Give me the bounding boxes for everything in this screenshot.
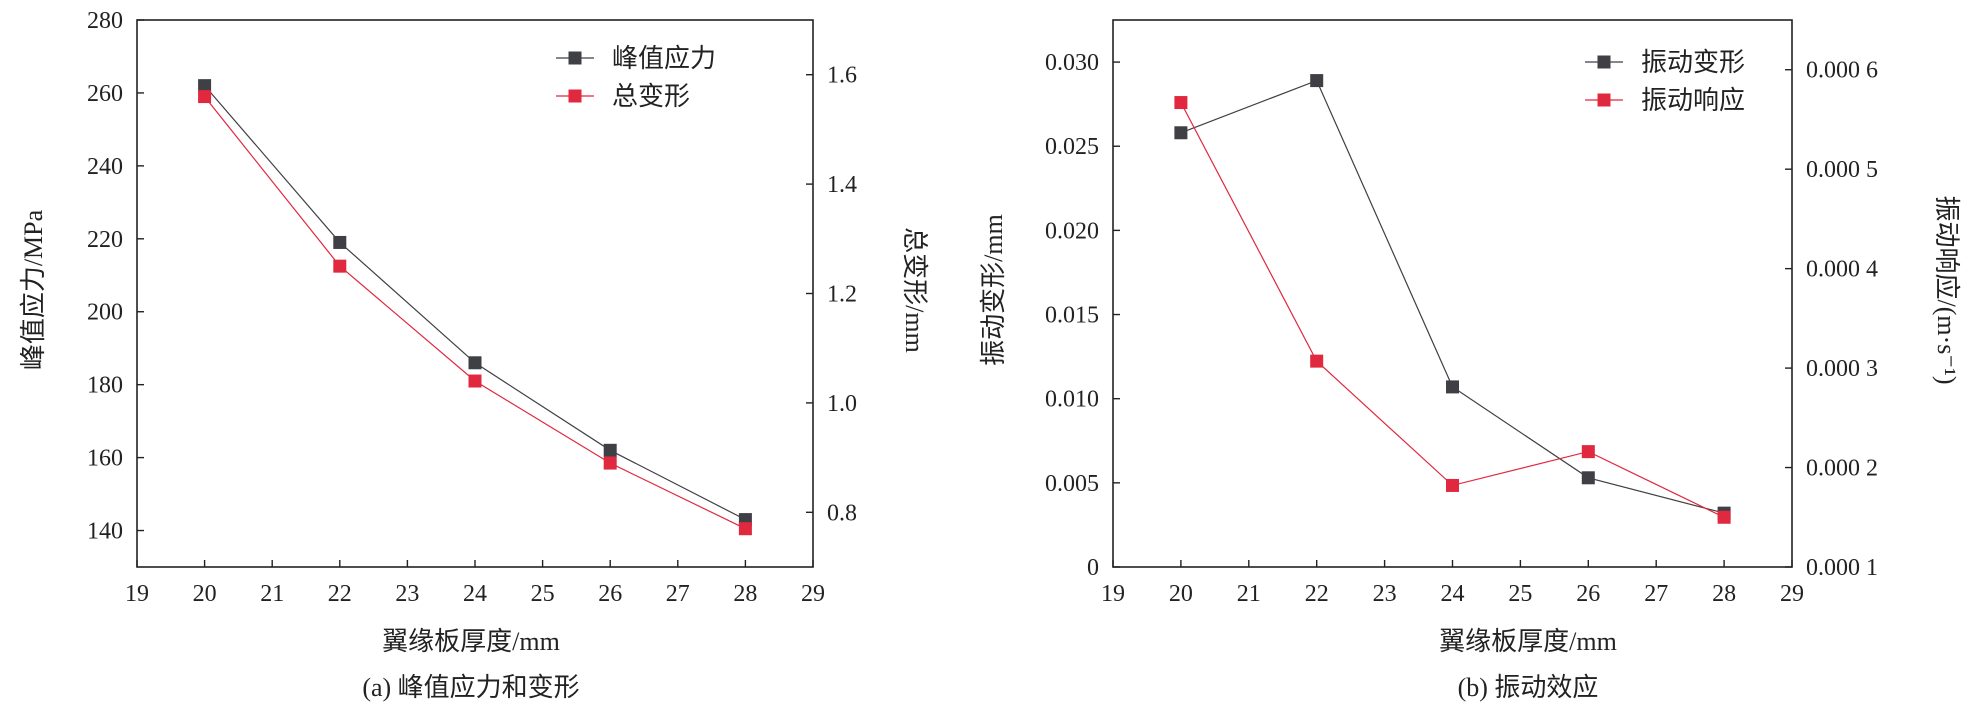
chart-b-x-axis-label: 翼缘板厚度/mm <box>1439 627 1617 656</box>
chart-a-legend-label-1: 峰值应力 <box>612 44 716 73</box>
chart-a-legend-marker-1 <box>568 51 582 65</box>
chart-a-y-tick-label: 240 <box>87 154 123 180</box>
chart-a-series-2-point <box>198 90 212 104</box>
chart-a-y2-tick-label: 1.6 <box>827 63 857 89</box>
chart-b-legend-marker-1 <box>1597 55 1611 69</box>
chart-b-y-tick-label: 0.010 <box>1045 387 1099 413</box>
chart-b-series-2-point <box>1174 96 1188 110</box>
chart-b-series-line-1 <box>1180 79 1725 514</box>
chart-b-y-tick-label: 0.030 <box>1045 50 1099 76</box>
chart-a-series-2-point <box>468 374 482 388</box>
chart-a-x-tick-label: 29 <box>801 581 825 607</box>
chart-a-series-line-2 <box>204 96 746 530</box>
chart-a-series-1-point <box>468 356 482 370</box>
chart-b-y-tick-label: 0.025 <box>1045 134 1099 160</box>
chart-b-y2-tick-label: 0.000 6 <box>1806 58 1878 84</box>
chart-a-x-tick-label: 22 <box>328 581 352 607</box>
chart-b-x-tick-label: 25 <box>1508 581 1532 607</box>
chart-b-x-tick-label: 29 <box>1780 581 1804 607</box>
chart-b-legend-label-2: 振动响应 <box>1641 86 1745 115</box>
chart-a-x-tick-label: 28 <box>733 581 757 607</box>
chart-b-x-tick-label: 26 <box>1576 581 1600 607</box>
chart-b-y-tick-label: 0.015 <box>1045 303 1099 329</box>
chart-a-series-1-point <box>198 79 212 93</box>
chart-b-series-2-point <box>1310 354 1324 368</box>
chart-a-y-tick-label: 220 <box>87 227 123 253</box>
chart-a-y2-tick-label: 0.8 <box>827 500 857 526</box>
chart-b-x-tick-label: 20 <box>1169 581 1193 607</box>
chart-b-x-tick-label: 28 <box>1712 581 1736 607</box>
chart-a-series-2-point <box>603 456 617 470</box>
chart-b-x-tick-label: 24 <box>1441 581 1465 607</box>
chart-b-y2-tick-label: 0.000 1 <box>1806 555 1878 581</box>
chart-b-y2-tick-label: 0.000 2 <box>1806 456 1878 482</box>
chart-a-caption: (a) 峰值应力和变形 <box>362 673 579 702</box>
chart-b-legend-label-1: 振动变形 <box>1641 48 1745 77</box>
chart-a-x-tick-label: 24 <box>463 581 487 607</box>
chart-a-y-tick-label: 140 <box>87 519 123 545</box>
chart-a-frame <box>136 19 814 568</box>
chart-b-y2-tick-label: 0.000 4 <box>1806 257 1878 283</box>
chart-b-series-2-point <box>1446 478 1459 492</box>
chart-a-plot: 19 20 21 22 23 24 25 26 27 28 29 140 160 180 200 220 240… <box>87 8 857 607</box>
chart-b-series-1-point <box>1446 380 1459 394</box>
chart-b-legend-marker-2 <box>1597 93 1611 107</box>
chart-a-y-axis-label: 峰值应力/MPa <box>19 209 48 370</box>
chart-b-y-tick-label: 0 <box>1087 555 1099 581</box>
chart-b-y-tick-label: 0.020 <box>1045 218 1099 244</box>
chart-b-x-tick-label: 19 <box>1101 581 1125 607</box>
chart-b-series-line-2 <box>1180 102 1725 518</box>
chart-b-y-axis-label: 振动变形/mm <box>979 214 1008 366</box>
chart-a-series-2-point <box>738 522 752 536</box>
chart-b-x-tick-label: 22 <box>1305 581 1329 607</box>
chart-a-y2-tick-label: 1.4 <box>827 172 857 198</box>
chart-b-series-1-point <box>1581 471 1595 485</box>
chart-a-y-tick-label: 260 <box>87 81 123 107</box>
chart-a-y-tick-label: 200 <box>87 300 123 326</box>
chart-a-legend-label-2: 总变形 <box>612 82 690 111</box>
chart-b-caption: (b) 振动效应 <box>1458 673 1599 702</box>
chart-a-x-tick-label: 27 <box>666 581 690 607</box>
chart-b-series-1-point <box>1310 74 1324 88</box>
chart-a-y2-tick-label: 1.0 <box>827 391 857 417</box>
chart-a-x-tick-label: 25 <box>531 581 555 607</box>
chart-a-y-tick-label: 280 <box>87 8 123 34</box>
chart-a-x-tick-label: 26 <box>598 581 622 607</box>
chart-a-y-tick-label: 160 <box>87 446 123 472</box>
chart-b-y-tick-label: 0.005 <box>1045 471 1099 497</box>
chart-b-y2-axis-label: 振动响应/(m·s⁻¹) <box>1932 195 1961 384</box>
chart-a-y2-axis-label: 总变形/mm <box>900 227 929 353</box>
chart-a-series-1-point <box>333 235 347 249</box>
chart-a-series-1-point <box>603 443 617 457</box>
chart-b-series-2-point <box>1717 510 1731 524</box>
chart-a-x-tick-label: 23 <box>395 581 419 607</box>
chart-b-series-1-point <box>1174 126 1188 140</box>
chart-a-x-tick-label: 19 <box>125 581 149 607</box>
chart-a-x-tick-label: 21 <box>260 581 284 607</box>
chart-a-y2-tick-label: 1.2 <box>827 282 857 308</box>
chart-a-series-2-point <box>333 259 347 273</box>
chart-b-x-tick-label: 23 <box>1373 581 1397 607</box>
chart-a-y-tick-label: 180 <box>87 373 123 399</box>
chart-a-x-tick-label: 20 <box>193 581 217 607</box>
chart-b-plot: 19 20 21 22 23 24 25 26 27 28 29 0 0.005 0.010 0.015 0.… <box>1045 19 1878 607</box>
chart-b-x-tick-label: 27 <box>1644 581 1668 607</box>
chart-a-series-line-1 <box>204 85 746 521</box>
chart-b-series-2-point <box>1581 445 1595 459</box>
chart-a-x-axis-label: 翼缘板厚度/mm <box>382 627 560 656</box>
chart-a-legend-marker-2 <box>568 89 582 103</box>
chart-b-y2-tick-label: 0.000 5 <box>1806 157 1878 183</box>
chart-b-y2-tick-label: 0.000 3 <box>1806 356 1878 382</box>
chart-b-x-tick-label: 21 <box>1237 581 1261 607</box>
